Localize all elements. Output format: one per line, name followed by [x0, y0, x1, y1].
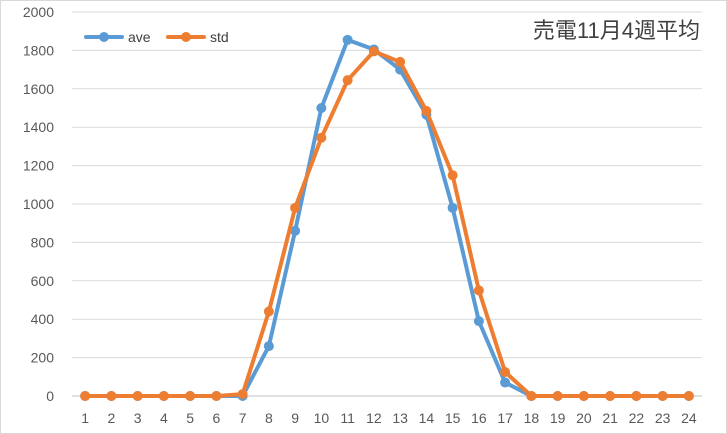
- series-line-ave: [83, 37, 691, 398]
- x-tick-label: 4: [160, 410, 168, 426]
- x-tick-label: 10: [314, 410, 330, 426]
- legend-item-ave: ave: [84, 29, 151, 45]
- x-tick-label: 8: [265, 410, 273, 426]
- data-point-std: [342, 75, 353, 86]
- data-point-std: [395, 56, 406, 67]
- y-tick-label: 1000: [23, 196, 54, 212]
- data-point-std: [683, 391, 694, 401]
- x-tick-label: 14: [419, 410, 435, 426]
- y-tick-label: 2000: [23, 4, 54, 20]
- data-point-ave: [263, 341, 274, 352]
- y-tick-label: 0: [46, 388, 54, 404]
- data-point-std: [657, 391, 668, 401]
- data-point-std: [290, 202, 301, 213]
- data-point-std: [552, 391, 563, 401]
- x-tick-label: 1: [81, 410, 89, 426]
- x-tick-label: 15: [445, 410, 461, 426]
- gridlines: [72, 11, 702, 397]
- x-tick-label: 5: [186, 410, 194, 426]
- y-tick-label: 1200: [23, 158, 54, 174]
- x-tick-label: 22: [629, 410, 645, 426]
- data-point-std: [316, 132, 327, 143]
- y-tick-label: 200: [31, 350, 55, 366]
- x-tick-label: 17: [497, 410, 513, 426]
- x-tick-label: 6: [212, 410, 220, 426]
- legend-swatch-marker: [181, 32, 191, 42]
- x-tick-label: 11: [340, 410, 355, 426]
- x-tick-label: 12: [366, 410, 382, 426]
- y-axis-ticks: 0 200 400 600 800 1000 1200 1400 1600 1800 2000: [23, 4, 54, 404]
- x-tick-label: 13: [392, 410, 408, 426]
- x-tick-label: 24: [681, 410, 697, 426]
- data-point-std: [185, 391, 196, 401]
- data-point-std: [368, 46, 379, 57]
- x-tick-label: 18: [524, 410, 540, 426]
- y-tick-label: 400: [31, 311, 55, 327]
- data-point-std: [473, 285, 484, 296]
- data-point-ave: [316, 103, 327, 113]
- y-tick-label: 800: [31, 234, 55, 250]
- chart-title: 売電11月4週平均: [533, 18, 700, 43]
- data-point-ave: [290, 225, 301, 236]
- series-group: [80, 34, 694, 401]
- x-tick-label: 16: [471, 410, 487, 426]
- x-tick-label: 7: [239, 410, 247, 426]
- x-axis-ticks: 1 2 3 4 5 6 7 8 9 10 11 12 13 14 15 16 17 18 19 20 21 22 23 24: [81, 410, 697, 426]
- data-point-std: [578, 391, 589, 401]
- data-point-std: [421, 105, 432, 116]
- data-point-std: [237, 389, 248, 400]
- data-point-std: [106, 391, 117, 401]
- legend: ave std: [84, 29, 229, 45]
- data-point-std: [447, 170, 458, 181]
- data-point-ave: [447, 202, 458, 213]
- legend-label: std: [210, 29, 229, 45]
- data-point-std: [605, 391, 616, 401]
- series-std: [80, 46, 694, 401]
- data-point-std: [158, 391, 169, 401]
- y-tick-label: 1800: [23, 42, 54, 58]
- data-point-std: [631, 391, 642, 401]
- x-tick-label: 19: [550, 410, 566, 426]
- series-ave: [80, 34, 694, 401]
- data-point-ave: [500, 377, 511, 388]
- data-point-std: [263, 306, 274, 317]
- data-point-std: [132, 391, 143, 401]
- legend-label: ave: [128, 29, 151, 45]
- data-point-std: [211, 391, 222, 401]
- data-point-ave: [342, 34, 353, 45]
- x-tick-label: 20: [576, 410, 592, 426]
- data-point-std: [80, 391, 91, 401]
- y-tick-label: 1400: [23, 119, 54, 135]
- x-tick-label: 2: [107, 410, 115, 426]
- legend-swatch-marker: [99, 32, 109, 42]
- x-tick-label: 3: [134, 410, 142, 426]
- data-point-std: [526, 391, 537, 401]
- legend-item-std: std: [166, 29, 229, 45]
- x-tick-label: 9: [291, 410, 299, 426]
- y-tick-label: 1600: [23, 81, 54, 97]
- x-tick-label: 21: [602, 410, 618, 426]
- y-tick-label: 600: [31, 273, 55, 289]
- x-tick-label: 23: [655, 410, 671, 426]
- data-point-std: [500, 367, 511, 377]
- series-line-std: [83, 49, 691, 398]
- data-point-ave: [473, 316, 484, 327]
